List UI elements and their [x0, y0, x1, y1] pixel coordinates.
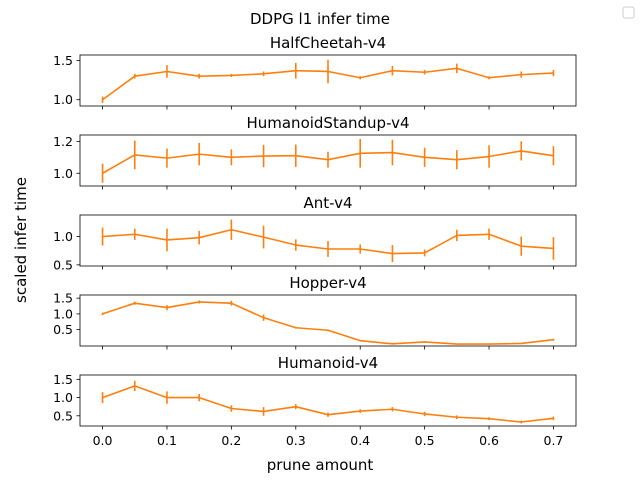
x-tick-label: 0.7 [544, 433, 564, 448]
y-tick-label: 0.5 [53, 408, 73, 423]
y-tick-label: 1.5 [53, 291, 73, 306]
subplot-0: HalfCheetah-v4 1.0 1.5 [53, 34, 577, 110]
x-tick-label: 0.4 [350, 433, 370, 448]
x-tick-label: 0.1 [157, 433, 177, 448]
x-tick-label: 0.6 [479, 433, 499, 448]
x-tick-label: 0.5 [415, 433, 435, 448]
y-tick-label: 1.2 [53, 134, 73, 149]
subplot-4: Humanoid-v4 0.5 1.0 1.5 0.0 0.1 0.2 0.3 0.4 0.5 0.… [53, 354, 577, 448]
y-tick-label: 0.5 [53, 322, 73, 337]
subplot-1: HumanoidStandup-v4 1.0 1.2 [53, 114, 577, 190]
subplot-3: Hopper-v4 0.51.01.5 [53, 274, 577, 350]
y-tick-label: 1.0 [53, 390, 73, 405]
y-tick-label: 1.0 [53, 306, 73, 321]
legend-box [622, 6, 635, 19]
y-tick-label: 1.0 [53, 166, 73, 181]
y-tick-label: 1.0 [53, 92, 73, 107]
y-tick-label: 1.5 [53, 53, 73, 68]
subplot-title: Hopper-v4 [289, 274, 366, 292]
axes-frame [79, 214, 577, 267]
figure-title: DDPG l1 infer time [250, 10, 390, 28]
y-tick-label: 1.5 [53, 372, 73, 387]
x-tick-label: 0.3 [286, 433, 306, 448]
x-tick-label: 0.2 [221, 433, 241, 448]
subplot-title: HalfCheetah-v4 [270, 34, 386, 52]
x-tick-label: 0.0 [93, 433, 113, 448]
y-tick-label: 0.5 [53, 257, 73, 272]
axes-frame [79, 134, 577, 187]
x-axis-label: prune amount [267, 456, 374, 474]
subplots: HalfCheetah-v41.01.5HumanoidStandup-v41.… [53, 34, 577, 448]
axes-frame [79, 54, 577, 107]
subplot-title: Humanoid-v4 [278, 354, 378, 372]
subplot-title: Ant-v4 [303, 194, 352, 212]
series-line [102, 301, 554, 345]
y-axis-label: scaled infer time [12, 177, 30, 303]
axes-frame [79, 374, 577, 427]
subplot-title: HumanoidStandup-v4 [246, 114, 409, 132]
axes-frame [79, 294, 577, 347]
subplot-2: Ant-v4 0.5 1.0 [53, 194, 577, 272]
y-tick-label: 1.0 [53, 229, 73, 244]
